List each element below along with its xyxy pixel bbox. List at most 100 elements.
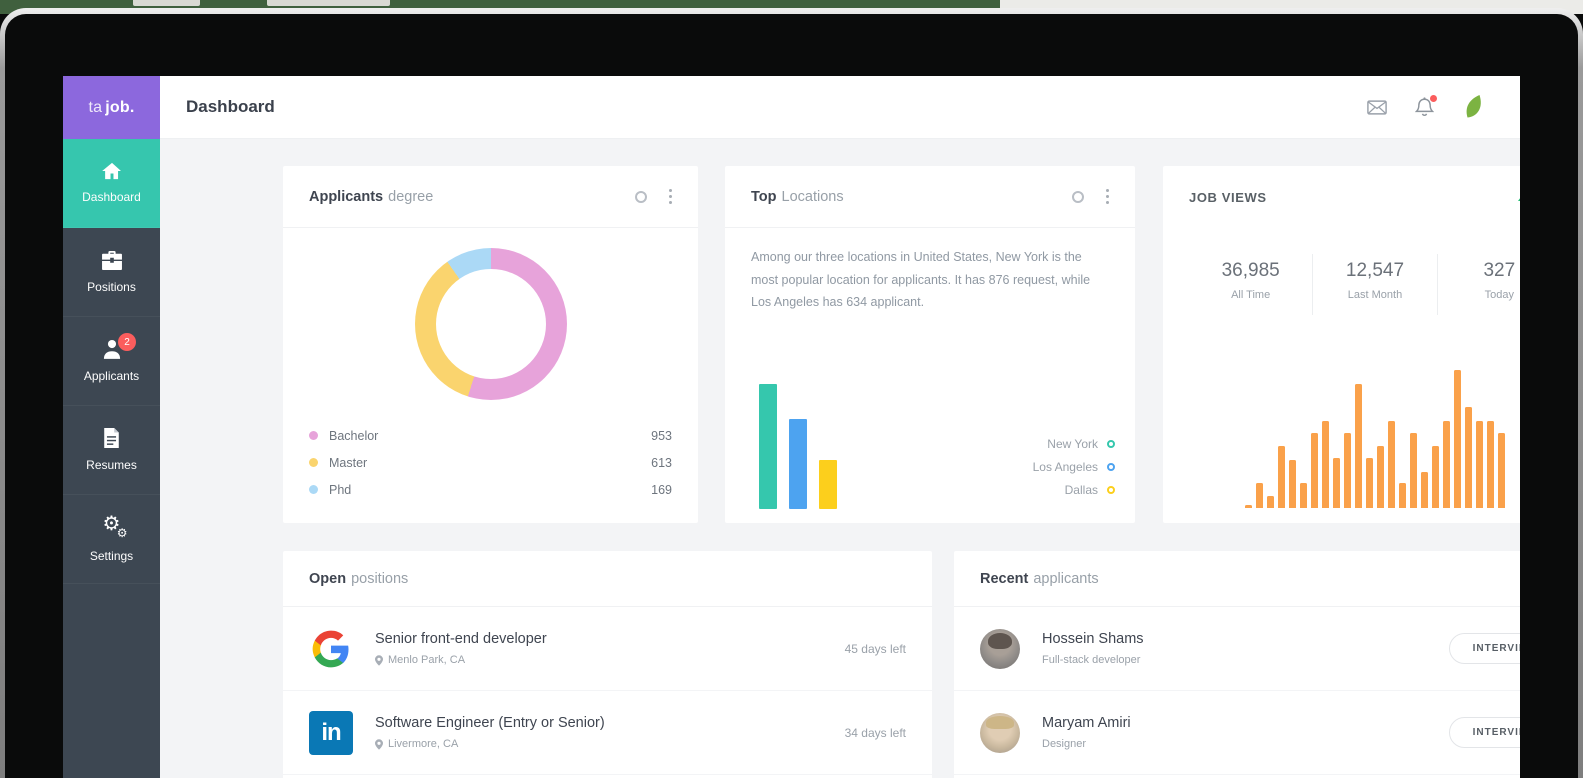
legend-item: Master 613 — [309, 449, 672, 476]
card-title-bold: Applicants — [309, 188, 384, 205]
applicant-role: Full-stack developer — [1042, 654, 1141, 666]
logo-prefix: ta — [88, 98, 103, 116]
donut-legend: Bachelor 953 Master 613 Phd — [283, 422, 698, 503]
job-views-bar — [1476, 421, 1483, 508]
sidebar-item-dashboard[interactable]: Dashboard — [63, 139, 160, 228]
position-location: Livermore, CA — [375, 738, 605, 750]
dashboard-app: ta job. Dashboard Positions — [63, 76, 1520, 778]
job-views-bar — [1333, 458, 1340, 508]
interview-button[interactable]: INTERVIEW — [1448, 717, 1520, 748]
donut-hole — [435, 269, 546, 379]
card-title-light: applicants — [1033, 570, 1099, 587]
job-views-bar — [1498, 433, 1505, 508]
location-pin-icon — [375, 654, 383, 666]
locations-bar-chart — [759, 384, 837, 509]
leaf-avatar[interactable] — [1462, 94, 1486, 120]
legend-label: Los Angeles — [1032, 459, 1098, 474]
legend-value: 169 — [651, 482, 672, 497]
legend-label: New York — [1047, 436, 1098, 451]
page-title: Dashboard — [186, 97, 275, 116]
card-refresh-icon[interactable] — [634, 190, 647, 203]
job-views-card: JOB VIEWS %20 36,985 All Time — [1163, 166, 1520, 523]
days-left: 34 days left — [844, 725, 906, 740]
sidebar-item-settings[interactable]: ⚙ ⚙ Settings — [63, 495, 160, 584]
locations-description: Among our three locations in United Stat… — [751, 250, 1091, 309]
applicant-row[interactable]: Hossein Shams Full-stack developer INTER… — [954, 607, 1520, 691]
home-icon — [101, 162, 122, 180]
legend-dot — [309, 485, 318, 494]
applicant-row[interactable]: Maryam Amiri Designer INTERVIEW — [954, 691, 1520, 775]
legend-item: Phd 169 — [309, 476, 672, 503]
card-header: Applicants degree — [283, 166, 698, 228]
applicant-name: Hossein Shams — [1042, 631, 1144, 647]
gears-icon: ⚙ ⚙ — [102, 513, 128, 540]
position-title: Senior front-end developer — [375, 631, 547, 647]
job-views-bar — [1487, 421, 1494, 508]
open-position-row[interactable]: Senior front-end developer Menlo Park, C… — [283, 607, 932, 691]
sidebar-item-applicants[interactable]: 2 Applicants — [63, 317, 160, 406]
legend-item: New York — [1033, 432, 1115, 455]
bell-icon[interactable] — [1415, 95, 1437, 117]
legend-label: Bachelor — [329, 428, 379, 443]
card-header: Recent applicants — [954, 551, 1520, 607]
job-views-bar-chart — [1163, 370, 1520, 508]
sidebar-item-positions[interactable]: Positions — [63, 228, 160, 317]
location-bar-dallas — [819, 460, 837, 509]
job-views-bar — [1454, 370, 1461, 508]
mail-icon[interactable] — [1367, 99, 1387, 115]
card-header: Open positions — [283, 551, 932, 607]
position-title: Software Engineer (Entry or Senior) — [375, 715, 605, 731]
job-views-bar — [1465, 407, 1472, 508]
stat-label: Last Month — [1347, 289, 1403, 301]
legend-ring — [1107, 485, 1115, 494]
legend-item: Dallas — [1033, 478, 1115, 501]
notification-dot — [1430, 95, 1437, 102]
stat-value: 36,985 — [1221, 260, 1280, 281]
sidebar-item-label: Settings — [89, 549, 134, 563]
location-bar-new-york — [759, 384, 777, 509]
position-location: Menlo Park, CA — [375, 654, 547, 666]
location-bar-los-angeles — [789, 419, 807, 509]
legend-label: Phd — [329, 482, 352, 497]
sidebar-item-label: Positions — [87, 279, 136, 294]
sidebar-item-label: Dashboard — [82, 190, 141, 204]
location-pin-icon — [375, 738, 383, 750]
job-views-bar — [1399, 483, 1406, 508]
job-views-bar — [1256, 483, 1263, 508]
stat-last-month: 12,547 Last Month — [1312, 254, 1436, 315]
job-views-bar — [1311, 433, 1318, 508]
job-views-bar — [1245, 505, 1252, 508]
job-views-bar — [1300, 483, 1307, 508]
stat-value: 12,547 — [1345, 260, 1405, 281]
card-refresh-icon[interactable] — [1071, 190, 1084, 203]
laptop-frame: ta job. Dashboard Positions — [0, 8, 1583, 778]
card-menu-icon[interactable] — [1105, 188, 1109, 205]
google-logo-icon — [309, 627, 353, 671]
legend-ring — [1107, 439, 1115, 448]
backdrop-object — [267, 0, 390, 6]
locations-legend: New York Los Angeles Dallas — [1033, 432, 1115, 501]
legend-value: 953 — [651, 428, 672, 443]
card-title-light: degree — [388, 188, 434, 205]
card-menu-icon[interactable] — [668, 188, 672, 205]
interview-button[interactable]: INTERVIEW — [1448, 633, 1520, 664]
legend-dot — [309, 431, 318, 440]
open-position-row[interactable]: in Software Engineer (Entry or Senior) L… — [283, 691, 932, 775]
job-views-bar — [1421, 472, 1428, 508]
card-title-bold: Recent — [980, 570, 1029, 587]
legend-value: 613 — [651, 455, 672, 470]
job-views-bar — [1278, 446, 1285, 508]
job-views-bar — [1267, 496, 1274, 508]
card-title-light: positions — [351, 570, 409, 587]
card-title-light: Locations — [781, 188, 844, 205]
app-logo[interactable]: ta job. — [63, 76, 160, 139]
top-header: Dashboard — [160, 76, 1520, 139]
stat-label: Today — [1484, 289, 1514, 301]
card-title-bold: Open — [309, 570, 347, 587]
applicant-avatar — [980, 628, 1020, 669]
user-icon — [103, 339, 121, 359]
job-views-bar — [1289, 460, 1296, 508]
file-icon — [103, 428, 120, 448]
sidebar-item-resumes[interactable]: Resumes — [63, 406, 160, 495]
card-title-bold: Top — [751, 188, 777, 205]
